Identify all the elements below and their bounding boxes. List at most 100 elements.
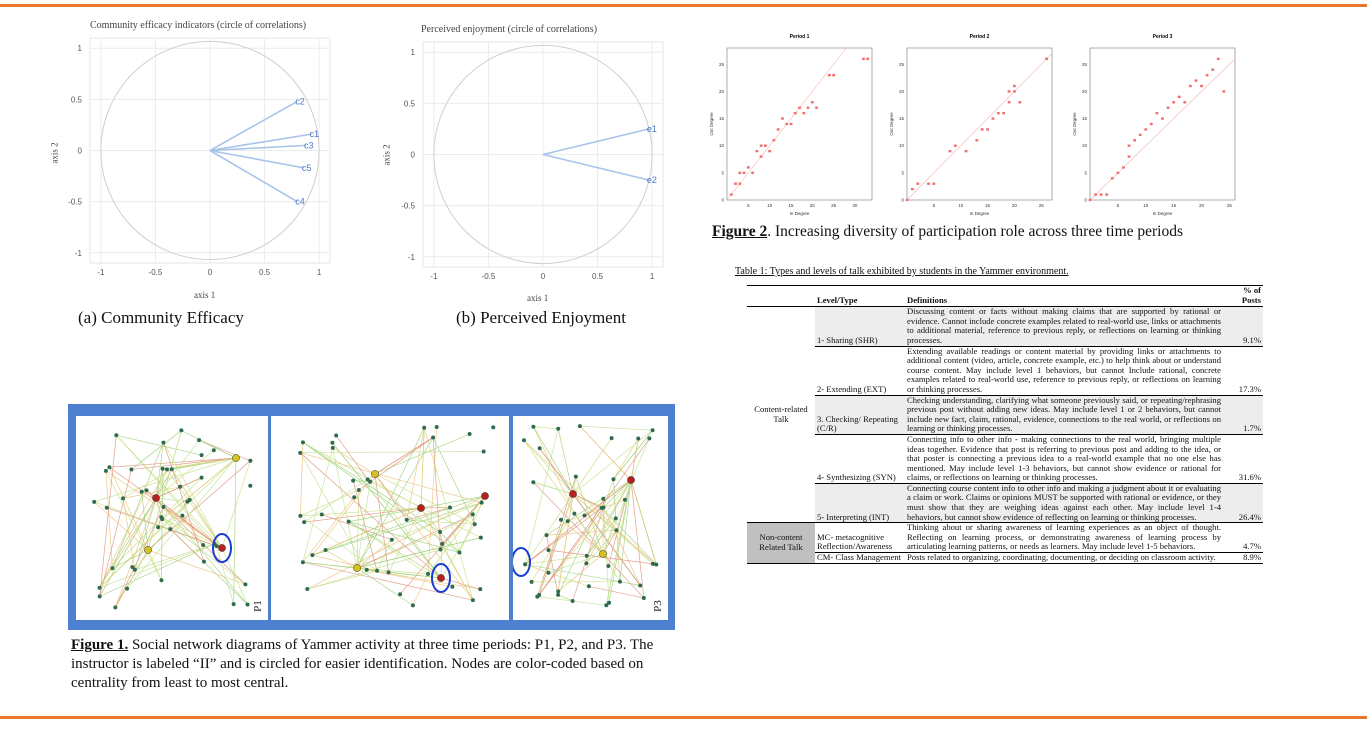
network-node xyxy=(107,465,112,470)
network-edge xyxy=(332,447,358,569)
network-edge xyxy=(170,528,205,562)
figure-b-plot: -1 -0.5 0 0.5 1 1 0.5 0 -0.5 -1 e1 e2 xyxy=(401,41,664,281)
network-edge xyxy=(162,457,237,520)
network-edge xyxy=(163,442,205,562)
network-node xyxy=(606,563,611,568)
level-cell: 3. Checking/ Repeating (C/R) xyxy=(815,395,905,435)
figure-2-caption: Figure 2. Increasing diversity of partic… xyxy=(712,223,1183,241)
scatter-point xyxy=(948,149,952,153)
network-edge xyxy=(420,507,474,601)
y-tick-label: -1 xyxy=(75,249,83,258)
network-edge xyxy=(538,507,604,596)
panel-label-p3: P3 xyxy=(652,600,665,612)
x-tick-label: 20 xyxy=(1012,203,1018,208)
scatter-point xyxy=(738,171,742,175)
network-edge xyxy=(427,495,486,575)
network-edge xyxy=(109,466,223,549)
scatter-point xyxy=(759,144,763,147)
scatter-point xyxy=(806,106,810,109)
network-edge xyxy=(99,497,157,597)
network-edge xyxy=(557,428,574,495)
network-edge xyxy=(114,497,157,608)
network-edge xyxy=(93,501,149,551)
network-node xyxy=(248,483,253,488)
network-node xyxy=(300,440,305,445)
network-node xyxy=(529,579,534,584)
network-node xyxy=(478,535,483,540)
network-node xyxy=(298,513,303,518)
network-edge xyxy=(155,497,248,605)
network-edge xyxy=(616,479,632,531)
network-node xyxy=(386,570,391,575)
network-edge xyxy=(307,495,486,590)
scatter-point xyxy=(827,73,831,77)
network-edge xyxy=(536,476,577,597)
definition-cell: Checking understanding, clarifying what … xyxy=(905,394,1223,435)
x-tick-label: -0.5 xyxy=(149,268,163,277)
period-2-scatter: Period 2 5 10 15 20 25 0 5 10 15 20 25 In Degree Out … xyxy=(889,34,1053,216)
network-edge xyxy=(572,493,602,509)
network-edge xyxy=(353,480,371,483)
y-tick-label: 0 xyxy=(411,151,416,160)
network-edge xyxy=(369,481,442,579)
network-edge xyxy=(356,437,434,569)
network-node xyxy=(159,578,164,583)
scatter-point xyxy=(866,57,870,61)
network-node xyxy=(523,562,528,567)
network-edge xyxy=(533,481,574,495)
scatter-point xyxy=(916,182,920,185)
period-3-scatter: Period 3 5 10 15 20 25 0 5 10 15 20 25 In Degree Out … xyxy=(1072,34,1236,216)
network-node xyxy=(604,603,609,608)
network-edge xyxy=(439,531,460,553)
network-edge xyxy=(147,430,182,551)
network-edge xyxy=(352,480,378,571)
network-node xyxy=(531,480,536,485)
y-tick-label: 20 xyxy=(899,89,905,94)
network-hub-node xyxy=(481,492,489,500)
scatter-point xyxy=(910,187,914,191)
network-node xyxy=(544,533,549,538)
network-edge xyxy=(171,469,223,549)
scatter-point xyxy=(810,101,814,104)
network-node xyxy=(586,584,591,589)
level-cell: CM- Class Management xyxy=(815,552,905,564)
network-edge xyxy=(131,430,182,470)
network-node xyxy=(422,425,427,430)
y-tick-label: 15 xyxy=(899,116,905,121)
network-node xyxy=(601,496,606,501)
scatter-point xyxy=(1013,84,1016,88)
y-tick-label: -0.5 xyxy=(401,202,415,211)
network-node xyxy=(584,561,589,566)
scatter-point xyxy=(738,182,742,185)
network-edge xyxy=(533,426,574,495)
scatter-point xyxy=(1133,139,1137,142)
network-edge xyxy=(423,427,474,601)
network-node xyxy=(300,560,305,565)
figure-b-ylabel: axis 2 xyxy=(381,144,392,166)
network-edge xyxy=(356,537,481,569)
x-tick-label: 0 xyxy=(541,272,546,281)
scatter-point xyxy=(1205,73,1209,77)
network-edge xyxy=(335,435,368,480)
network-edge xyxy=(374,473,474,601)
y-tick-label: 5 xyxy=(1084,170,1087,175)
network-edge xyxy=(356,514,473,569)
scatter-point xyxy=(1007,90,1011,93)
network-edge xyxy=(459,495,486,553)
network-edge xyxy=(116,434,202,456)
scatter-point xyxy=(802,111,806,115)
network-edge xyxy=(115,549,149,608)
network-edge xyxy=(116,434,215,545)
y-tick-label: 15 xyxy=(1082,116,1088,121)
network-node xyxy=(364,567,369,572)
scatter-frame xyxy=(1089,47,1236,201)
table-header-row: Level/Type Definitions % of Posts xyxy=(747,284,1263,308)
network-node xyxy=(654,562,659,567)
network-node xyxy=(97,594,102,599)
network-edge xyxy=(99,490,147,588)
scatter-point xyxy=(763,144,767,147)
network-edge xyxy=(420,427,425,509)
network-edge xyxy=(602,553,645,599)
x-tick-label: 25 xyxy=(1227,203,1233,208)
scatter-point xyxy=(1194,79,1198,82)
